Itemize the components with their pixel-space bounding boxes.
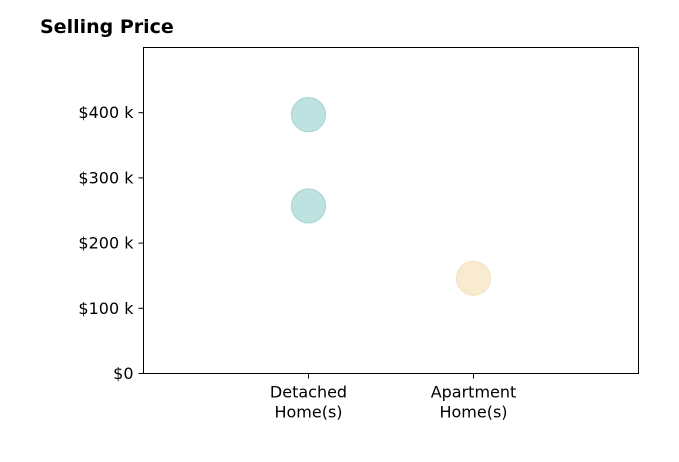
chart-title: Selling Price [40, 16, 174, 38]
y-tick-label: $300 k [78, 168, 134, 187]
x-tick-label: Home(s) [274, 403, 342, 422]
x-tick-label: Apartment [431, 383, 517, 402]
data-points [290, 97, 492, 296]
y-tick-label: $400 k [78, 103, 134, 122]
data-point [455, 260, 492, 296]
x-tick-label: Detached [270, 383, 347, 402]
y-tick-label: $200 k [78, 234, 134, 253]
y-tick-label: $100 k [78, 299, 134, 318]
data-point [290, 97, 327, 133]
x-tick-label: Home(s) [439, 403, 507, 422]
y-axis: $0 $100 k $200 k $300 k $400 k [78, 103, 144, 383]
plot-area-frame [143, 47, 639, 374]
data-point [290, 188, 327, 224]
y-tick-label: $0 [113, 364, 133, 383]
